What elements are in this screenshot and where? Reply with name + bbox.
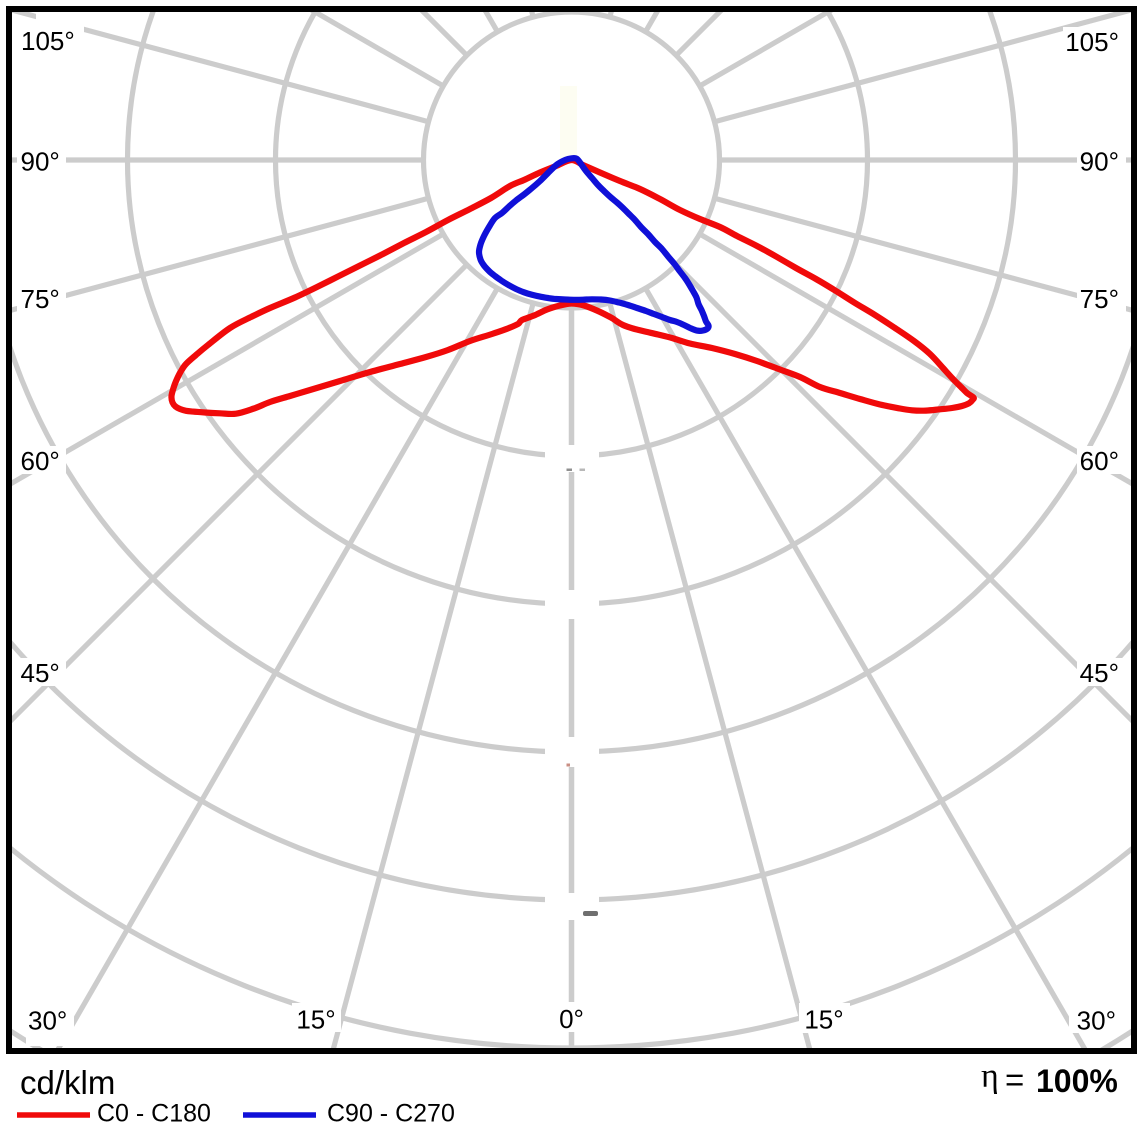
svg-text:C90 - C270: C90 - C270 xyxy=(327,1100,455,1128)
svg-text:90°: 90° xyxy=(21,147,60,177)
svg-text:100%: 100% xyxy=(1036,1063,1118,1099)
svg-text:45°: 45° xyxy=(21,658,60,688)
svg-text:45°: 45° xyxy=(1080,658,1119,688)
svg-text:105°: 105° xyxy=(21,26,75,56)
svg-text:90°: 90° xyxy=(1080,147,1119,177)
svg-text:cd/klm: cd/klm xyxy=(20,1064,115,1101)
svg-text:0°: 0° xyxy=(559,1004,584,1034)
svg-text:75°: 75° xyxy=(1080,284,1119,314)
svg-text:η: η xyxy=(981,1058,999,1095)
svg-text:60°: 60° xyxy=(21,446,60,476)
svg-text:15°: 15° xyxy=(804,1005,843,1035)
svg-text:75°: 75° xyxy=(21,284,60,314)
svg-text:60°: 60° xyxy=(1080,446,1119,476)
svg-text:=: = xyxy=(1005,1061,1024,1098)
svg-text:C0 - C180: C0 - C180 xyxy=(97,1100,211,1128)
svg-text:105°: 105° xyxy=(1065,27,1119,57)
svg-text:30°: 30° xyxy=(1077,1006,1116,1036)
svg-text:15°: 15° xyxy=(296,1005,335,1035)
svg-text:30°: 30° xyxy=(28,1006,67,1036)
